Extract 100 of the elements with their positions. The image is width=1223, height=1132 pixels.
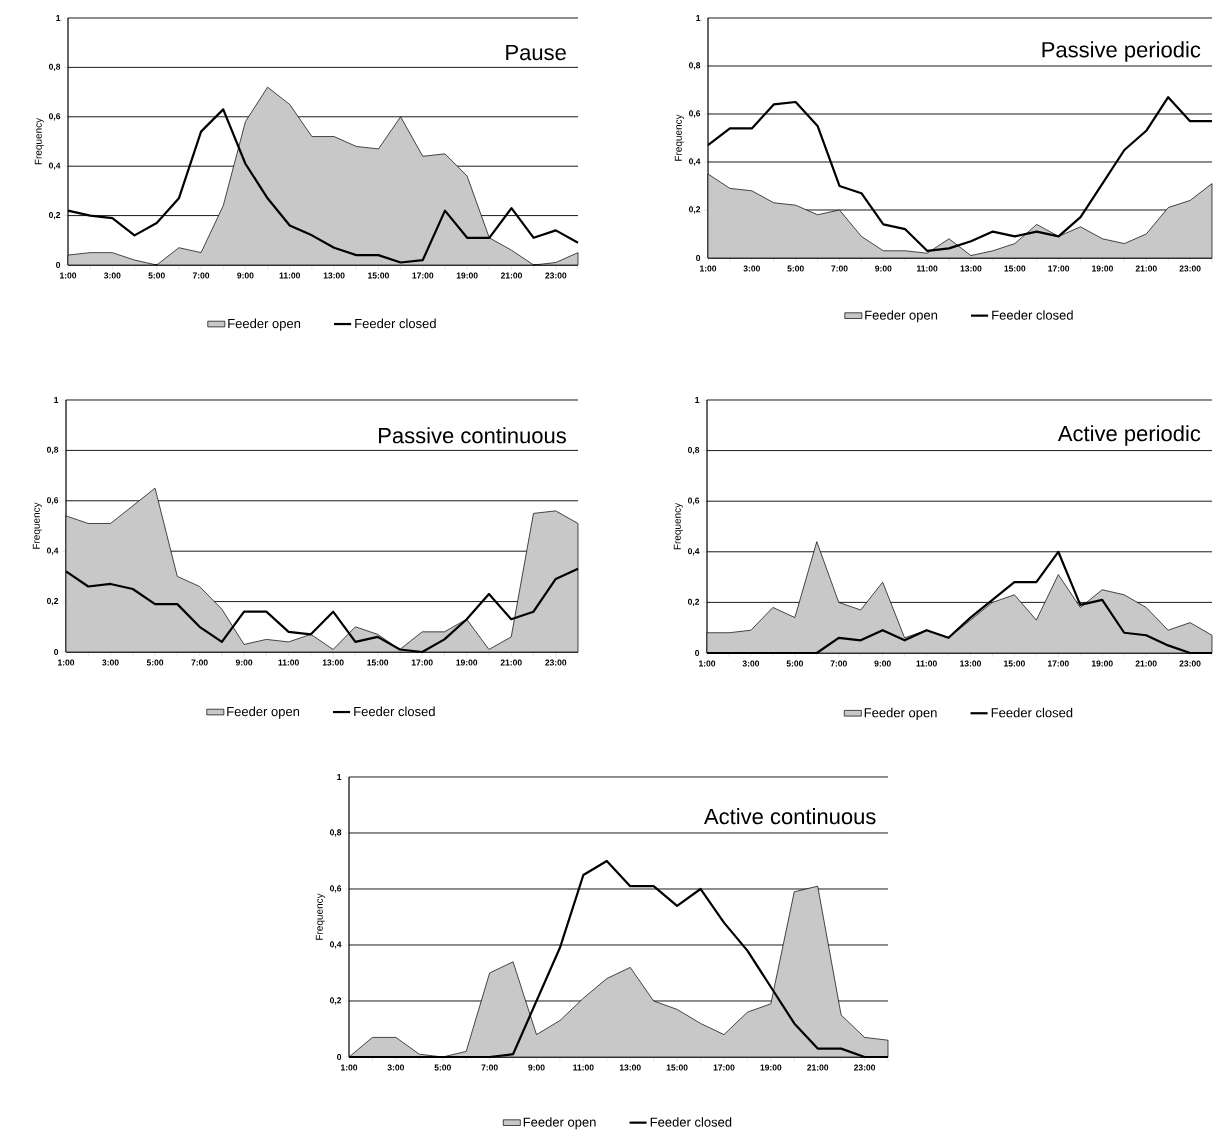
x-tick-label: 13:00 [323, 272, 345, 279]
x-tick-label: 17:00 [412, 272, 434, 279]
x-tick-label: 19:00 [456, 272, 478, 279]
y-tick-label: 0,2 [48, 211, 61, 220]
x-tick-label: 15:00 [1004, 265, 1026, 272]
x-tick-label: 9:00 [235, 659, 253, 666]
y-tick-label: 0,4 [329, 941, 342, 949]
y-tick-label: 0,8 [687, 446, 700, 455]
legend-label: Feeder open [864, 707, 937, 720]
x-tick-label: 1:00 [60, 272, 77, 279]
x-tick-label: 5:00 [786, 660, 803, 667]
y-tick-label: 0,8 [46, 446, 59, 454]
y-axis-title: Frequency [32, 502, 42, 549]
x-tick-label: 3:00 [104, 272, 121, 279]
legend-label: Feeder closed [354, 706, 435, 717]
y-axis-title: Frequency [674, 114, 684, 161]
x-tick-label: 7:00 [831, 265, 848, 272]
legend-label: Feeder open [523, 1117, 596, 1130]
x-tick-label: 13:00 [322, 659, 344, 666]
x-tick-label: 3:00 [102, 659, 119, 666]
x-tick-label: 21:00 [1135, 660, 1157, 667]
legend-label: Feeder open [228, 318, 301, 331]
x-tick-label: 15:00 [666, 1064, 688, 1071]
x-tick-label: 1:00 [699, 660, 716, 667]
x-tick-label: 23:00 [854, 1064, 876, 1071]
x-tick-label: 19:00 [760, 1064, 782, 1071]
legend-label: Feeder closed [650, 1117, 732, 1127]
x-tick-label: 7:00 [830, 660, 847, 667]
y-tick-label: 0,8 [688, 62, 701, 70]
x-tick-label: 15:00 [368, 272, 389, 279]
y-tick-label: 1 [56, 15, 61, 21]
y-axis-title: Frequency [315, 893, 325, 940]
x-tick-label: 9:00 [528, 1064, 545, 1071]
x-tick-label: 13:00 [619, 1064, 641, 1071]
x-tick-label: 15:00 [367, 659, 389, 666]
y-tick-label: 0,6 [329, 885, 342, 893]
text: Pause [506, 44, 566, 61]
text: Passive continuous [379, 427, 566, 444]
legend-label: Feeder closed [991, 707, 1073, 718]
y-tick-label: 0,8 [48, 63, 61, 71]
x-tick-label: 5:00 [434, 1064, 451, 1071]
x-tick-label: 1:00 [58, 659, 75, 666]
y-tick-label: 0 [54, 648, 59, 655]
text: Active periodic [1057, 425, 1201, 446]
y-tick-label: 0 [696, 254, 701, 261]
legend-label: Feeder closed [355, 318, 436, 329]
y-tick-label: 0,6 [48, 113, 61, 121]
x-tick-label: 19:00 [1092, 265, 1113, 272]
text: Passive periodic [1042, 41, 1201, 62]
x-tick-label: 7:00 [191, 659, 208, 666]
y-tick-label: 0 [56, 261, 61, 268]
y-tick-label: 0,4 [48, 162, 61, 170]
y-axis-title: Frequency [34, 117, 44, 165]
x-tick-label: 21:00 [500, 659, 522, 666]
x-tick-label: 1:00 [700, 265, 717, 272]
y-tick-label: 0 [337, 1053, 342, 1060]
y-tick-label: 1 [337, 774, 342, 780]
x-tick-label: 21:00 [500, 272, 522, 279]
x-tick-label: 3:00 [742, 660, 760, 667]
legend-label: Feeder open [227, 706, 300, 719]
y-tick-label: 0,4 [46, 547, 59, 555]
x-tick-label: 11:00 [573, 1064, 594, 1071]
x-tick-label: 15:00 [1004, 660, 1025, 667]
x-tick-label: 17:00 [1048, 265, 1070, 272]
legend-label: Feeder open [865, 310, 938, 323]
x-tick-label: 5:00 [146, 659, 164, 666]
x-tick-label: 23:00 [1179, 265, 1201, 272]
x-tick-label: 11:00 [916, 660, 937, 667]
x-tick-label: 3:00 [387, 1064, 405, 1071]
y-tick-label: 0,4 [687, 548, 700, 556]
y-axis-title: Frequency [673, 502, 683, 550]
y-tick-label: 0,6 [687, 497, 700, 505]
x-tick-label: 19:00 [1091, 660, 1113, 667]
x-tick-label: 11:00 [278, 659, 299, 666]
y-tick-label: 0,2 [687, 598, 700, 606]
x-tick-label: 7:00 [481, 1064, 498, 1071]
x-tick-label: 13:00 [960, 265, 982, 272]
y-tick-label: 0 [695, 649, 700, 656]
y-tick-label: 0,2 [329, 997, 342, 1005]
x-tick-label: 19:00 [456, 659, 478, 666]
x-tick-label: 17:00 [1047, 660, 1069, 667]
x-tick-label: 23:00 [1179, 660, 1201, 667]
x-tick-label: 11:00 [917, 265, 938, 272]
y-tick-label: 0,6 [688, 110, 701, 118]
x-tick-label: 9:00 [875, 265, 892, 272]
text: Active continuous [704, 808, 876, 825]
y-tick-label: 0,2 [688, 206, 701, 214]
x-tick-label: 23:00 [545, 272, 567, 279]
y-tick-label: 1 [54, 397, 59, 403]
x-tick-label: 23:00 [545, 659, 567, 666]
x-tick-label: 21:00 [807, 1064, 829, 1071]
x-tick-label: 9:00 [874, 660, 891, 667]
x-tick-label: 7:00 [192, 272, 210, 279]
x-tick-label: 5:00 [148, 272, 165, 279]
y-tick-label: 0,8 [329, 829, 342, 837]
x-tick-label: 13:00 [960, 660, 981, 667]
y-tick-label: 1 [695, 397, 700, 403]
x-tick-label: 3:00 [743, 265, 760, 272]
x-tick-label: 1:00 [341, 1064, 358, 1071]
x-tick-label: 21:00 [1135, 265, 1157, 272]
